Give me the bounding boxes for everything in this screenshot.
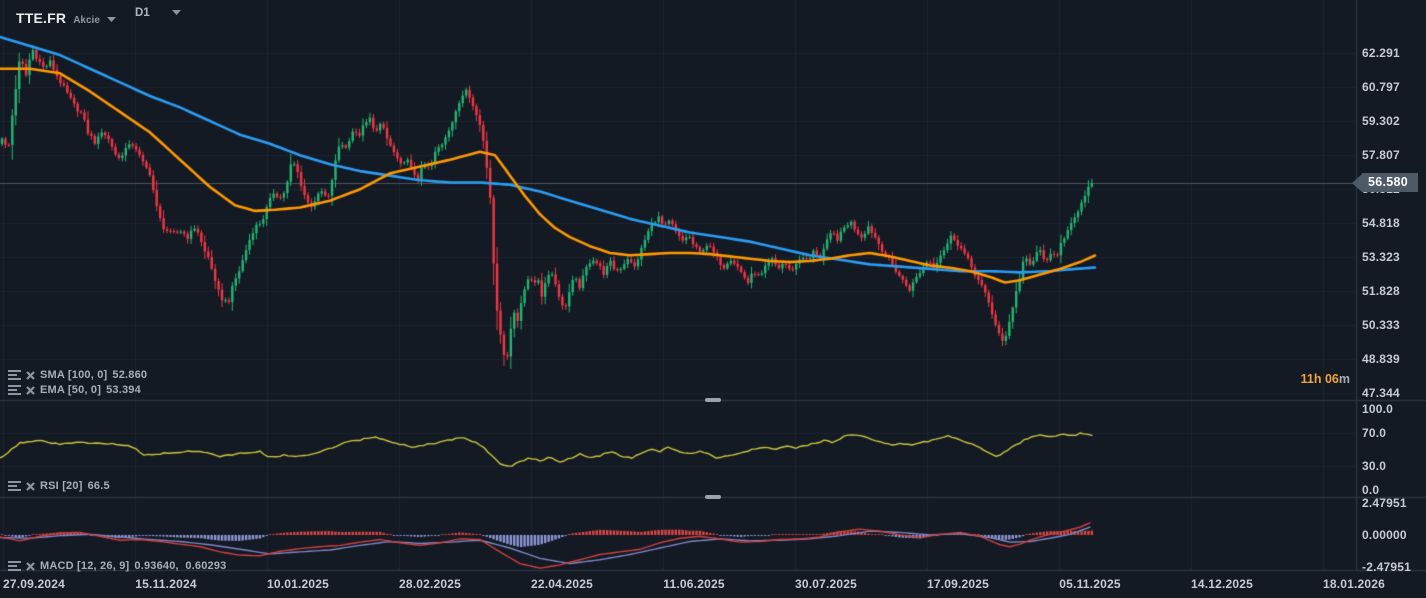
sma-legend: SMA [100, 0] 52.860 [8,368,147,382]
macd-axis-label: -2.47951 [1362,560,1411,575]
indicator-remove-icon[interactable] [26,370,35,380]
price-axis-label: 53.323 [1362,250,1400,265]
macd-axis-label: 0.00000 [1362,528,1407,542]
price-axis-label: 54.818 [1362,216,1400,230]
date-axis-label: 22.04.2025 [530,577,594,591]
symbol-selector[interactable]: TTE.FR Akcie [16,10,116,26]
indicator-remove-icon[interactable] [26,561,35,571]
sma-legend-value: 52.860 [112,369,148,381]
indicator-settings-icon[interactable] [8,481,21,491]
price-axis-label: 47.344 [1362,386,1400,401]
indicator-remove-icon[interactable] [26,385,35,395]
chevron-down-icon [106,17,116,22]
rsi-legend-label: RSI [20] [40,480,83,492]
price-axis-label: 51.828 [1362,284,1400,299]
date-axis-label: 17.09.2025 [926,577,990,591]
timeframe-selector[interactable]: D1 [135,7,181,19]
price-axis-label: 60.797 [1362,79,1400,94]
rsi-axis-label: 70.0 [1362,426,1387,441]
date-axis-label: 30.07.2025 [794,577,858,591]
sma-legend-label: SMA [100, 0] [40,369,108,381]
rsi-axis-label: 30.0 [1362,458,1387,473]
date-axis-label: 11.06.2025 [663,577,725,591]
asset-class-label: Akcie [73,15,100,26]
ema-legend: EMA [50, 0] 53.394 [8,383,141,397]
price-axis-label: 62.291 [1362,46,1400,60]
ema-legend-value: 53.394 [106,384,141,396]
date-axis-label: 10.01.2025 [266,577,330,591]
countdown-minutes: 06 [1324,372,1339,386]
date-axis-label: 05.11.2025 [1059,577,1121,591]
indicator-settings-icon[interactable] [8,370,21,380]
price-tag-arrow [1352,173,1362,192]
rsi-legend: RSI [20] 66.5 [8,479,110,493]
indicator-settings-icon[interactable] [8,385,21,395]
rsi-axis-label: 100.0 [1362,402,1394,416]
rsi-axis-label: 0.0 [1362,483,1380,497]
panel-resize-handle[interactable] [705,495,721,499]
date-axis-label: 27.09.2024 [2,577,66,591]
ema-legend-label: EMA [50, 0] [40,384,102,396]
price-axis-label: 59.302 [1362,113,1400,128]
price-axis-label: 48.839 [1362,352,1400,367]
macd-axis-label: 2.47951 [1362,495,1407,510]
indicator-settings-icon[interactable] [8,561,21,571]
panel-resize-handle[interactable] [705,398,721,402]
price-tag-value: 56.580 [1362,173,1418,193]
date-axis-label: 15.11.2024 [135,577,197,591]
date-axis-label: 18.01.2026 [1322,577,1386,591]
macd-legend-label: MACD [12, 26, 9] [40,560,130,572]
macd-legend: MACD [12, 26, 9] 0.93640, 0.60293 [8,559,226,573]
countdown-minutes-unit: m [1338,372,1350,386]
symbol-name: TTE.FR [16,10,67,26]
macd-legend-value: 0.93640, 0.60293 [134,560,227,572]
countdown-hours: 11h [1300,372,1325,386]
chevron-down-icon [171,9,181,15]
chart-header: TTE.FR Akcie D1 [16,7,181,29]
candle-countdown-timer: 11h 06m [1301,372,1350,386]
date-axis-label: 14.12.2025 [1190,577,1254,591]
current-price-tag: 56.580 [1352,173,1418,193]
date-axis-label: 28.02.2025 [398,577,462,591]
price-axis-label: 50.333 [1362,318,1400,333]
price-axis-label: 57.807 [1362,148,1400,162]
rsi-legend-value: 66.5 [87,480,110,492]
timeframe-label: D1 [135,7,150,19]
indicator-remove-icon[interactable] [26,481,35,491]
